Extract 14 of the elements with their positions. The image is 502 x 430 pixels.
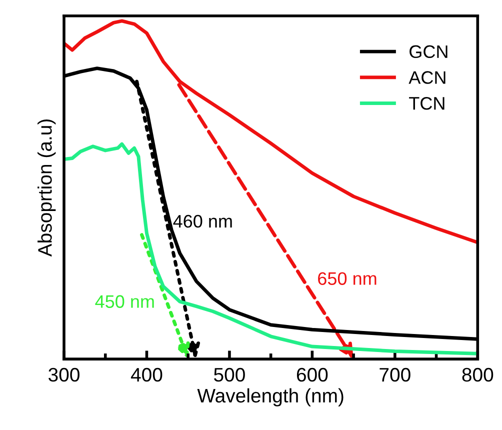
x-tick-label: 600: [296, 368, 328, 382]
legend-label: TCN: [409, 96, 444, 110]
annotation: 460 nm: [173, 214, 232, 228]
x-tick-label: 500: [214, 368, 245, 382]
annotation: 450 nm: [95, 295, 154, 308]
legend-label: ACN: [408, 71, 446, 84]
x-axis-title: Wavelength (nm): [197, 388, 344, 406]
annotation: 650 nm: [318, 272, 376, 285]
x-tick-label: 800: [462, 368, 494, 382]
y-axis-title: Absoprtion (a.u): [38, 120, 56, 257]
x-tick-label: 300: [48, 368, 80, 382]
x-tick-label: 700: [380, 368, 410, 382]
legend-label: GCN: [410, 45, 448, 58]
x-tick-label: 400: [130, 368, 162, 382]
